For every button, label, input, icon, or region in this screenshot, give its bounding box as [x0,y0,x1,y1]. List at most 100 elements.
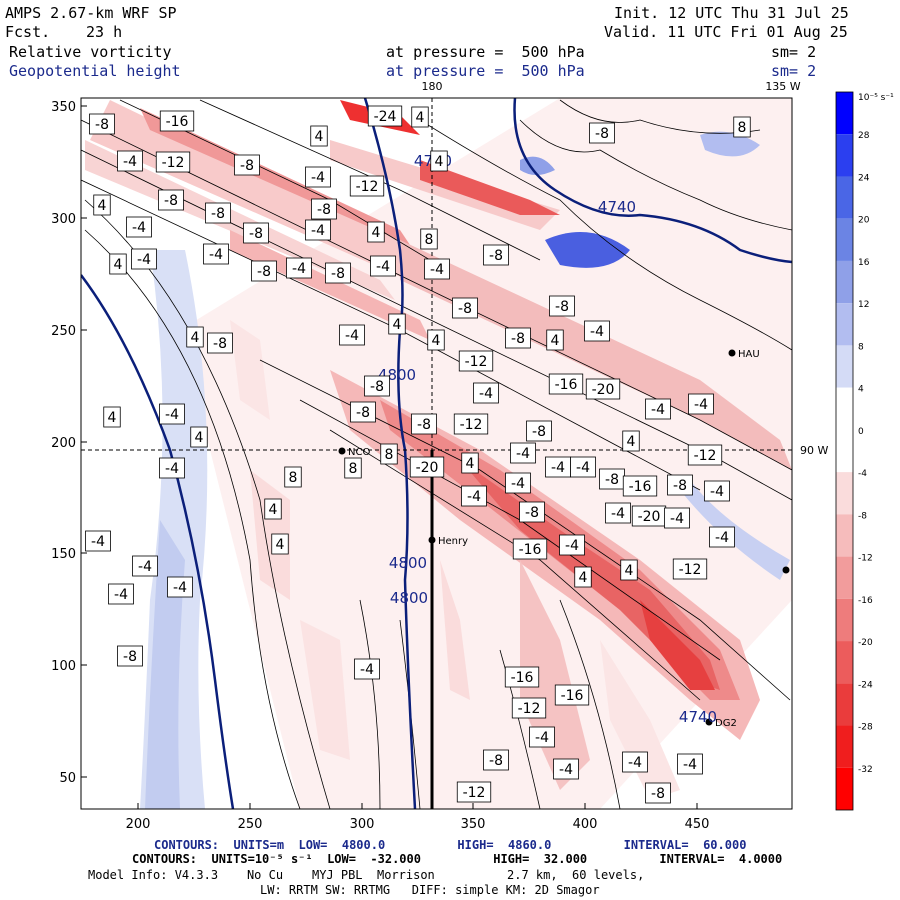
svg-text:-12: -12 [465,354,488,370]
station-marker [338,447,346,455]
vorticity-contour-label: -4 [370,255,396,277]
vorticity-contour-label: 4 [190,426,208,448]
svg-text:4: 4 [269,502,278,518]
colorbar-label: -32 [858,765,873,775]
vorticity-contour-label: -4 [545,456,571,478]
init-time: Init. 12 UTC Thu 31 Jul 25 [614,4,849,22]
vorticity-contour-label: -4 [159,457,185,479]
svg-text:-8: -8 [511,331,525,347]
svg-text:4: 4 [108,410,117,426]
vorticity-contour-label: -8 [117,645,143,667]
vorticity-contour-label: -4 [126,216,152,238]
x-axis: 200 250 300 350 400 450 [126,803,710,832]
field2-level: at pressure = 500 hPa [386,62,585,80]
field2-name: Geopotential height [9,62,181,80]
vorticity-contour-label: -8 [251,260,277,282]
colorbar-label: 28 [858,131,870,141]
svg-text:4: 4 [627,434,636,450]
vorticity-contour-label: -8 [452,297,478,319]
vorticity-contour-label: -4 [167,576,193,598]
vorticity-contour-label: -4 [664,507,690,529]
colorbar-label: -16 [858,596,873,606]
svg-text:8: 8 [349,461,358,477]
vorticity-contour-label: -20 [409,456,445,478]
svg-text:-4: -4 [91,534,105,550]
svg-text:4: 4 [466,456,475,472]
colorbar-label: -8 [858,511,867,521]
edge-labels: 180 135 W 90 W [422,80,829,457]
vorticity-contour-label: -12 [456,781,492,803]
vorticity-contour-label: -4 [510,442,536,464]
svg-text:-8: -8 [489,248,503,264]
height-contour-info: CONTOURS: UNITS=m LOW= 4800.0 HIGH= 4860… [154,838,747,852]
vorticity-contour-label: -4 [622,751,648,773]
svg-text:-8: -8 [95,117,109,133]
vorticity-contour-label: 4 [264,498,282,520]
vorticity-contour-label: -4 [108,583,134,605]
colorbar-label: 24 [858,173,870,183]
svg-text:-4: -4 [559,762,573,778]
svg-text:4: 4 [114,257,123,273]
svg-text:-12: -12 [518,701,541,717]
vorticity-contour-label: 4 [109,253,127,275]
colorbar-segment [836,303,853,346]
svg-text:4: 4 [276,537,285,553]
physics-info: LW: RRTM SW: RRTMG DIFF: simple KM: 2D S… [260,883,600,897]
height-contour-label: 4800 [389,554,427,572]
colorbar-segment [836,429,853,473]
vorticity-contour-label: -12 [687,444,723,466]
svg-text:-4: -4 [694,397,708,413]
svg-text:-4: -4 [516,446,530,462]
svg-text:-8: -8 [370,379,384,395]
vorticity-contour-label: -12 [511,697,547,719]
field2-smoothing: sm= 2 [771,62,817,80]
colorbar: 10⁻⁵ s⁻¹ 28 24 20 16 12 8 4 0 -4 -8 -12 -16 -20 -24 -28… [835,91,894,811]
colorbar-segment [836,387,853,430]
y-axis: 350 300 250 200 150 100 50 [51,100,87,786]
svg-text:-16: -16 [629,479,652,495]
colorbar-label: 16 [858,258,870,268]
y-tick-label: 100 [51,659,76,674]
x-tick-label: 450 [685,817,710,832]
colorbar-segment [836,260,853,304]
svg-text:4: 4 [416,110,425,126]
vorticity-contour-label: -8 [234,154,260,176]
colorbar-segment [836,683,853,726]
svg-text:-12: -12 [463,785,486,801]
vorticity-contour-label: 4 [103,406,121,428]
vorticity-contour-label: -4 [203,243,229,265]
vorticity-contour-label: -16 [159,110,195,132]
model-title: AMPS 2.67-km WRF SP [5,4,177,22]
y-tick-label: 150 [51,547,76,562]
vorticity-contour-label: 4 [388,313,406,335]
vorticity-contour-info: CONTOURS: UNITS=10⁻⁵ s⁻¹ LOW= -32.000 HI… [132,852,783,866]
colorbar-segment [836,345,853,388]
svg-text:-4: -4 [611,506,625,522]
svg-text:8: 8 [738,120,747,136]
colorbar-label: -24 [858,680,873,690]
vorticity-contour-label: -8 [350,401,376,423]
svg-text:-4: -4 [479,386,493,402]
svg-text:4: 4 [195,430,204,446]
svg-text:-8: -8 [458,301,472,317]
vorticity-contour-label: -4 [354,658,380,680]
svg-text:4: 4 [191,330,200,346]
field1-smoothing: sm= 2 [771,43,817,61]
svg-text:-16: -16 [561,688,584,704]
model-info: Model Info: V4.3.3 No Cu MYJ PBL Morriso… [88,868,645,882]
vorticity-contour-label: -8 [207,332,233,354]
svg-text:-4: -4 [670,511,684,527]
station-marker [728,349,736,357]
vorticity-contour-label: -4 [704,480,730,502]
svg-text:-8: -8 [489,753,503,769]
vorticity-contour-label: 4 [271,533,289,555]
x-tick-label: 350 [461,817,486,832]
colorbar-segment [836,556,853,599]
vorticity-contour-label: -4 [645,398,671,420]
vorticity-contour-label: -8 [589,122,615,144]
colorbar-label: 12 [858,300,869,310]
vorticity-contour-label: 4 [367,221,385,243]
svg-text:-4: -4 [710,484,724,500]
svg-text:-12: -12 [162,155,185,171]
